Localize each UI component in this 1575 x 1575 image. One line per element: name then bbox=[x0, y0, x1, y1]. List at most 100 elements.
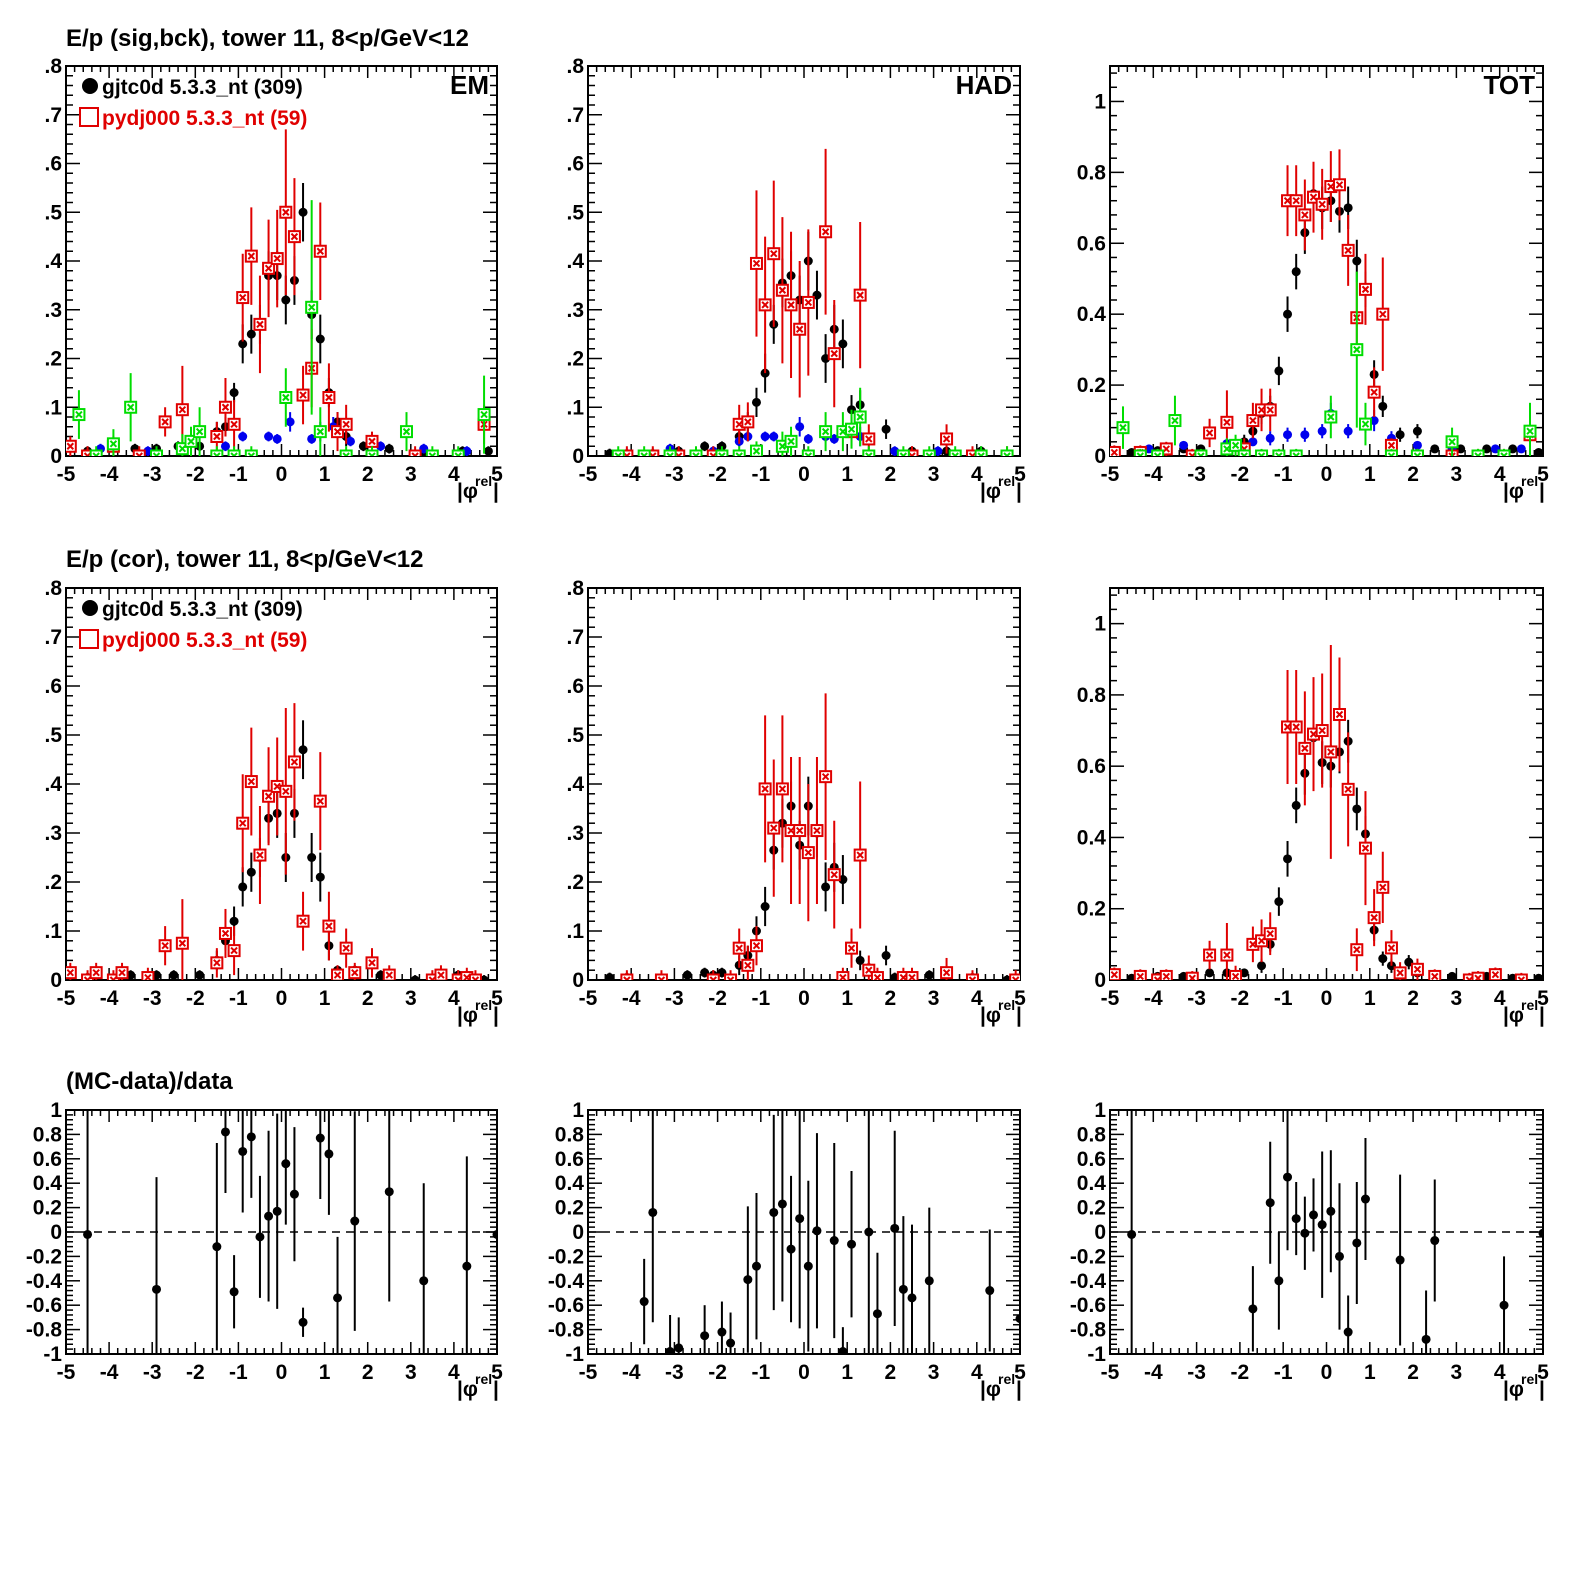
x-tick-label-r1-em: 3 bbox=[405, 463, 417, 486]
data-point bbox=[801, 295, 815, 309]
data-point bbox=[715, 449, 729, 456]
data-point bbox=[1151, 973, 1165, 980]
x-tick-label-r1-em: -1 bbox=[229, 463, 248, 486]
data-point bbox=[1009, 973, 1020, 980]
data-point bbox=[1358, 282, 1372, 296]
y-tick-label-r1-em: .6 bbox=[44, 153, 62, 176]
x-tick-label-r2-em: 2 bbox=[362, 987, 374, 1010]
x-tick-label-r3-em: 3 bbox=[405, 1361, 417, 1384]
data-point bbox=[236, 816, 250, 830]
data-point bbox=[907, 1293, 917, 1303]
y-tick-label-r3-em: -0.2 bbox=[26, 1245, 62, 1268]
series-r1-em-3 bbox=[72, 200, 491, 456]
data-point bbox=[1159, 442, 1173, 456]
data-point bbox=[1291, 800, 1301, 810]
x-tick-label-r1-had: -4 bbox=[622, 463, 641, 486]
x-tick-label-r2-had: 0 bbox=[798, 987, 810, 1010]
x-tick-label-r1-tot: 2 bbox=[1407, 463, 1419, 486]
data-point bbox=[810, 824, 824, 838]
data-point bbox=[829, 1236, 839, 1246]
y-tick-label-r3-had: -0.4 bbox=[548, 1270, 585, 1293]
data-point bbox=[1352, 804, 1362, 814]
data-point bbox=[1430, 1236, 1440, 1246]
data-point bbox=[1263, 927, 1277, 941]
x-tick-label-r1-had: -5 bbox=[579, 463, 598, 486]
x-tick-label-r3-had: -3 bbox=[665, 1361, 684, 1384]
data-point bbox=[751, 1261, 761, 1271]
x-tick-label-r3-em: -4 bbox=[100, 1361, 119, 1384]
data-point bbox=[751, 397, 761, 407]
data-point bbox=[732, 941, 746, 955]
x-tick-label-r2-tot: -2 bbox=[1231, 987, 1250, 1010]
x-tick-label-r2-had: 2 bbox=[885, 987, 897, 1010]
data-point bbox=[246, 867, 256, 877]
data-point bbox=[253, 317, 267, 331]
x-tick-label-r2-had: -3 bbox=[665, 987, 684, 1010]
data-point bbox=[296, 914, 310, 928]
x-tick-label-r3-tot: 0 bbox=[1321, 1361, 1333, 1384]
x-tick-label-r2-had: -2 bbox=[708, 987, 727, 1010]
y-tick-label-r3-em: 0 bbox=[50, 1221, 62, 1244]
data-point bbox=[281, 295, 291, 305]
data-point bbox=[1289, 720, 1303, 734]
x-tick-label-r3-em: 4 bbox=[448, 1361, 460, 1384]
data-point bbox=[758, 298, 772, 312]
data-point bbox=[287, 230, 301, 244]
data-point bbox=[648, 1207, 658, 1217]
legend-entry: pydj000 5.3.3_nt (59) bbox=[102, 629, 307, 652]
y-tick-label-r3-had: -0.6 bbox=[548, 1294, 584, 1317]
y-tick-label-r1-had: 0 bbox=[572, 445, 584, 468]
data-point bbox=[184, 434, 198, 448]
x-tick-label-r2-em: -2 bbox=[186, 987, 205, 1010]
data-point bbox=[315, 1133, 325, 1143]
corner-label-r1-em: EM bbox=[450, 70, 489, 100]
data-point bbox=[279, 391, 293, 404]
data-point bbox=[313, 244, 327, 258]
data-point bbox=[985, 1286, 995, 1296]
data-point bbox=[1289, 449, 1303, 456]
data-point bbox=[410, 975, 420, 980]
legend-entry: gjtc0d 5.3.3_nt (309) bbox=[102, 598, 303, 621]
data-point bbox=[492, 1229, 497, 1239]
x-tick-label-r1-tot: 5 bbox=[1537, 463, 1549, 486]
x-tick-label-r1-had: 1 bbox=[841, 463, 853, 486]
x-tick-label-r1-had: -2 bbox=[708, 463, 727, 486]
data-point bbox=[905, 971, 919, 980]
x-tick-label-r2-had: 4 bbox=[971, 987, 983, 1010]
data-point bbox=[106, 437, 120, 451]
data-point bbox=[838, 1347, 848, 1354]
data-point bbox=[253, 848, 267, 862]
data-point bbox=[193, 425, 207, 439]
data-point bbox=[425, 449, 439, 456]
x-tick-label-r1-em: 2 bbox=[362, 463, 374, 486]
y-tick-label-r2-tot: 0.2 bbox=[1077, 898, 1106, 921]
x-tick-label-r3-tot: -5 bbox=[1101, 1361, 1120, 1384]
x-tick-label-r3-em: 5 bbox=[491, 1361, 503, 1384]
axis-rel-superscript: rel bbox=[475, 997, 492, 1013]
y-tick-label-r2-had: .6 bbox=[566, 675, 584, 698]
data-point bbox=[732, 449, 746, 456]
data-point bbox=[382, 968, 396, 980]
x-tick-label-r3-had: 2 bbox=[885, 1361, 897, 1384]
data-point bbox=[1307, 727, 1321, 741]
data-point bbox=[285, 417, 295, 427]
data-point bbox=[1168, 414, 1182, 428]
x-tick-label-r1-em: -2 bbox=[186, 463, 205, 486]
data-point bbox=[639, 1297, 649, 1307]
data-point bbox=[819, 770, 833, 784]
data-layer-r3-em bbox=[83, 1110, 497, 1354]
data-point bbox=[175, 403, 189, 417]
x-tick-label-r2-tot: 1 bbox=[1364, 987, 1376, 1010]
row3-title: (MC-data)/data bbox=[66, 1068, 233, 1095]
data-point bbox=[1298, 208, 1312, 222]
data-point bbox=[760, 432, 770, 441]
data-point bbox=[1324, 410, 1338, 424]
data-point bbox=[1203, 426, 1217, 440]
